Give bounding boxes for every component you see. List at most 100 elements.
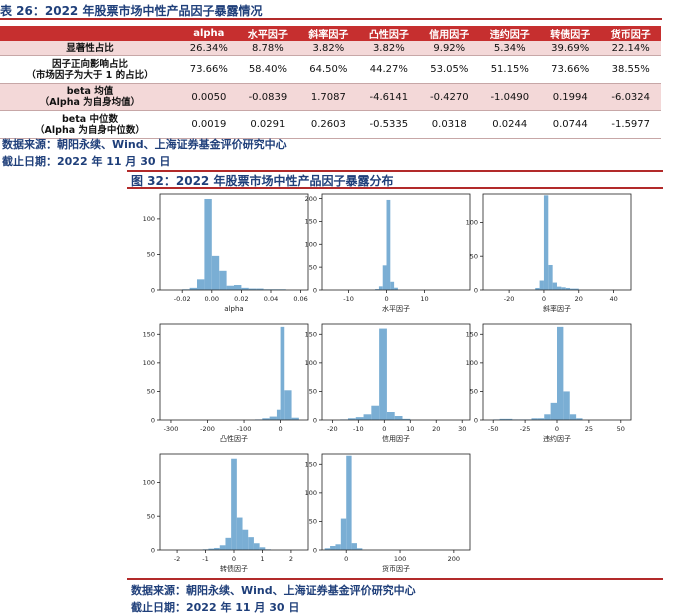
- histogram-slope-factor: -20 0 20 40 0 50 100 斜率因子: [466, 193, 632, 313]
- y-tick-label: 0: [313, 286, 317, 294]
- x-tick-label: -100: [237, 425, 252, 433]
- x-tick-label: 0.06: [293, 295, 307, 303]
- x-axis-label: 信用因子: [382, 434, 410, 443]
- table-cell: 39.69%: [540, 41, 601, 56]
- y-tick-label: 0: [313, 416, 317, 424]
- x-tick-label: 0: [555, 425, 559, 433]
- header-slope: 斜率因子: [298, 26, 359, 41]
- table-cell: 73.66%: [180, 55, 238, 84]
- x-tick-label: 1: [260, 555, 264, 563]
- histogram-bar: [351, 543, 357, 550]
- histogram-bar: [262, 418, 270, 420]
- histogram-bar: [543, 195, 549, 290]
- histogram-bar: [386, 412, 395, 420]
- table-cell: 0.0318: [419, 110, 480, 139]
- table-cell: -0.5335: [358, 110, 420, 139]
- figure-caption-rule: [127, 187, 663, 189]
- table-cell: 5.34%: [479, 41, 540, 56]
- x-tick-label: 50: [617, 425, 625, 433]
- y-tick-label: 50: [309, 388, 317, 396]
- x-tick-label: 0: [232, 555, 236, 563]
- y-tick-label: 100: [305, 359, 317, 367]
- x-tick-label: 40: [609, 295, 617, 303]
- x-axis-label: alpha: [224, 305, 243, 313]
- figure-date-note: 截止日期：2022 年 11 月 30 日: [131, 601, 300, 614]
- x-axis-label: 违约因子: [543, 434, 571, 443]
- table-cell: 38.55%: [600, 55, 661, 84]
- header-level: 水平因子: [237, 26, 299, 41]
- histogram-alpha: -0.02 0.00 0.02 0.04 0.06 0 50 100 alpha: [143, 193, 309, 313]
- table-cell: 0.2603: [298, 110, 359, 139]
- table-cell: 8.78%: [237, 41, 299, 56]
- table-cell: 51.15%: [479, 55, 540, 84]
- factor-exposure-table: alpha 水平因子 斜率因子 凸性因子 信用因子 违约因子 转债因子 货币因子…: [0, 26, 661, 139]
- table-cell: -6.0324: [600, 83, 661, 111]
- y-tick-label: 200: [305, 195, 317, 203]
- histogram-bar: [189, 287, 197, 290]
- table-cell: 9.92%: [419, 41, 480, 56]
- histogram-bar: [346, 455, 352, 550]
- header-convertible: 转债因子: [540, 26, 601, 41]
- plot-frame: [321, 453, 471, 551]
- x-tick-label: -300: [164, 425, 179, 433]
- histogram-bar: [253, 543, 260, 550]
- x-tick-label: 0.02: [234, 295, 248, 303]
- row-label: beta 中位数 （Alpha 为自身中位数）: [0, 110, 180, 139]
- table-row: 因子正向影响占比 （市场因子为大于 1 的占比） 73.66% 58.40% 64…: [0, 55, 661, 84]
- plot-frame: [321, 323, 471, 421]
- histogram-bar: [375, 289, 379, 290]
- y-tick-label: 0: [474, 416, 478, 424]
- y-tick-label: 0: [474, 286, 478, 294]
- histogram-bar: [561, 287, 566, 290]
- histogram-money-factor: 0 100 200 0 50 100 150 货币因子: [305, 453, 471, 573]
- histogram-bar: [499, 418, 506, 420]
- y-tick-label: 50: [309, 263, 317, 271]
- histogram-bar: [386, 199, 391, 290]
- table-cell: 3.82%: [358, 41, 420, 56]
- y-tick-label: 150: [305, 331, 317, 339]
- table-cell: -1.5977: [600, 110, 661, 139]
- histogram-bar: [537, 418, 545, 420]
- histogram-bar: [390, 281, 395, 290]
- histogram-bar: [378, 286, 383, 290]
- table-cell: 0.0050: [180, 83, 238, 111]
- histogram-bar: [219, 545, 226, 550]
- histogram-bar: [214, 547, 220, 550]
- table-cell: 0.0019: [180, 110, 238, 139]
- histogram-bar: [394, 287, 398, 290]
- y-tick-label: 100: [305, 241, 317, 249]
- histogram-bar: [335, 544, 341, 550]
- table-cell: 0.0244: [479, 110, 540, 139]
- figure-bottom-rule: [127, 578, 663, 580]
- table-cell: 0.1994: [540, 83, 601, 111]
- histogram-bar: [280, 326, 285, 420]
- histogram-bar: [204, 198, 212, 290]
- table-cell: 1.7087: [298, 83, 359, 111]
- x-tick-label: 0: [279, 425, 283, 433]
- row-label: 显著性占比: [0, 41, 180, 56]
- histogram-bar: [259, 547, 266, 550]
- table-row: beta 中位数 （Alpha 为自身中位数） 0.0019 0.0291 0.2…: [0, 110, 661, 139]
- histogram-bar: [276, 409, 281, 420]
- histogram-bar: [248, 288, 257, 290]
- histogram-bar: [576, 418, 583, 420]
- histogram-bar: [226, 285, 234, 290]
- histogram-bar: [208, 548, 215, 550]
- y-tick-label: 100: [143, 479, 155, 487]
- histogram-default-factor: -50 -25 0 25 50 0 50 100 150 违约因子: [466, 323, 632, 443]
- histogram-bar: [355, 417, 364, 420]
- y-tick-label: 50: [470, 252, 478, 260]
- table-cell: 64.50%: [298, 55, 359, 84]
- table-cell: 44.27%: [358, 55, 420, 84]
- histogram-bar: [548, 264, 553, 290]
- histogram-bar: [570, 288, 579, 290]
- x-tick-label: -20: [504, 295, 515, 303]
- histogram-bar: [371, 405, 380, 420]
- plot-frame: [159, 193, 309, 291]
- x-tick-label: 0.00: [205, 295, 219, 303]
- histogram-credit-factor: -20 -10 0 10 20 30 0 50 100 150 信用因子: [305, 323, 471, 443]
- x-tick-label: 10: [420, 295, 428, 303]
- histogram-bar: [544, 414, 551, 420]
- histogram-bar: [291, 417, 299, 420]
- x-axis-label: 凸性因子: [220, 434, 248, 443]
